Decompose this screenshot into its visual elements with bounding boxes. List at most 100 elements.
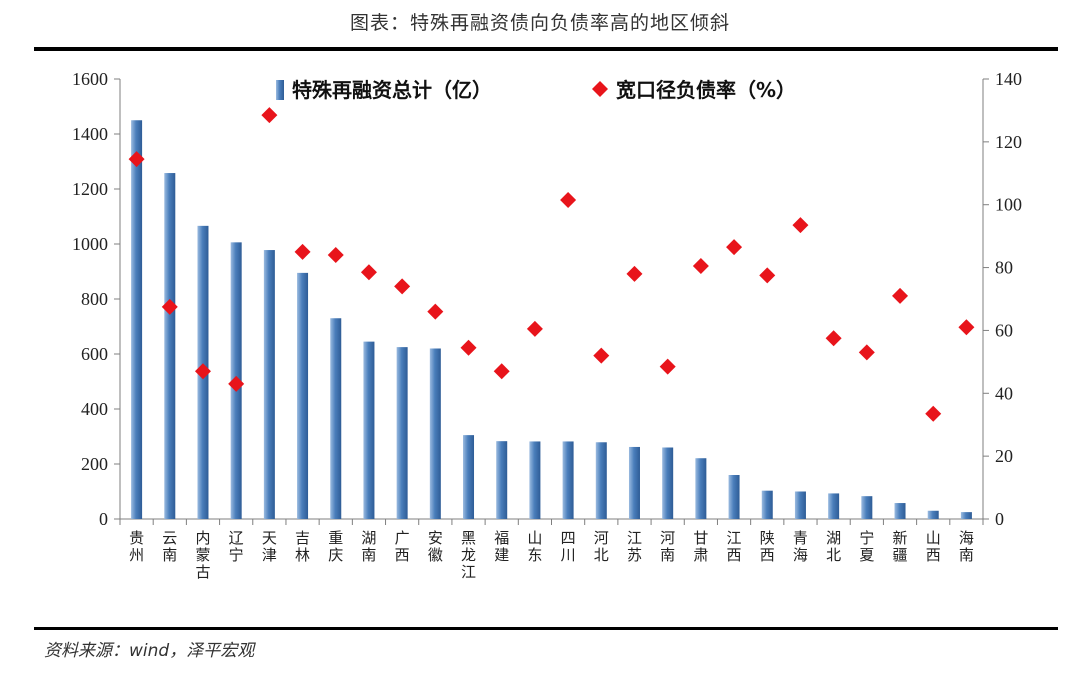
x-tick-label: 湖南 [361,529,376,564]
right-tick-label: 80 [995,258,1013,278]
point-四川 [560,192,577,208]
x-tick-label: 海南 [959,529,974,564]
bar-福建 [496,441,508,519]
figure-title: 图表：特殊再融资债向负债率高的地区倾斜 [349,12,730,34]
point-河北 [593,347,610,364]
point-江苏 [626,265,643,282]
source-note: 资料来源：wind，泽平宏观 [44,641,255,661]
top-rule [34,47,1058,51]
x-tick-label: 天津 [262,529,277,564]
point-广西 [394,278,411,295]
bar-安徽 [429,348,441,519]
bar-云南 [164,173,176,520]
x-tick-label: 河北 [594,529,609,564]
x-tick-label: 山东 [527,529,542,564]
x-tick-label: 甘肃 [693,529,708,564]
bar-陕西 [761,490,773,519]
x-tick-label: 河南 [660,529,675,564]
x-tick-label: 安徽 [428,529,443,564]
bottom-rule [34,627,1058,630]
point-天津 [261,107,278,124]
x-tick-label: 青海 [793,529,808,564]
x-tick-label: 陕西 [760,529,775,564]
x-tick-label: 广西 [395,529,410,564]
x-tick-label: 四川 [561,529,576,564]
point-安徽 [427,303,444,320]
right-tick-label: 20 [995,446,1013,466]
left-tick-label: 1400 [72,124,108,144]
point-河南 [659,358,676,375]
point-黑龙江 [460,339,477,356]
point-山东 [526,320,543,337]
bar-江西 [728,475,740,519]
point-海南 [958,319,975,336]
point-重庆 [327,247,344,263]
point-陕西 [759,267,776,284]
x-tick-label: 江西 [727,529,742,564]
left-tick-label: 0 [99,509,108,529]
bar-青海 [794,491,806,519]
legend-bar-label: 特殊再融资总计（亿） [292,78,492,102]
left-tick-label: 200 [81,454,108,474]
left-tick-label: 800 [81,289,108,309]
point-宁夏 [858,344,875,361]
left-tick-label: 600 [81,344,108,364]
legend-marker-label: 宽口径负债率（%） [616,78,796,102]
bar-湖北 [828,493,840,519]
x-tick-label: 新疆 [893,529,908,564]
left-tick-label: 1200 [72,179,108,199]
left-tick-label: 1000 [72,234,108,254]
right-tick-label: 140 [995,69,1022,89]
bar-新疆 [894,503,906,519]
x-tick-label: 黑龙江 [461,529,476,581]
x-tick-label: 贵州 [129,529,144,564]
bar-江苏 [628,446,640,519]
point-山西 [925,405,942,422]
x-tick-label: 江苏 [627,529,642,564]
legend-marker-swatch [592,81,608,97]
point-新疆 [892,287,909,304]
bar-甘肃 [695,458,707,519]
point-甘肃 [692,258,709,274]
right-tick-label: 60 [995,320,1013,340]
marker-series [128,107,975,422]
legend: 特殊再融资总计（亿） 宽口径负债率（%） [276,78,796,102]
point-福建 [493,363,510,380]
x-tick-label: 宁夏 [859,529,874,564]
point-吉林 [294,243,311,260]
bar-吉林 [297,272,309,519]
x-tick-label: 福建 [494,529,509,564]
point-云南 [161,298,178,315]
point-辽宁 [228,375,245,392]
bar-重庆 [330,318,342,519]
point-青海 [792,217,809,234]
x-tick-label: 内蒙古 [195,529,210,581]
x-tick-label: 吉林 [295,529,310,564]
x-tick-label: 湖北 [826,529,841,564]
x-tick-label: 云南 [162,529,177,564]
right-tick-label: 40 [995,383,1013,403]
x-tick-label: 山西 [926,529,941,564]
point-贵州 [128,151,145,168]
x-tick-label: 辽宁 [229,529,244,564]
bar-四川 [562,441,574,519]
point-内蒙古 [194,363,211,380]
bar-湖南 [363,341,375,519]
bar-河南 [662,447,674,519]
point-江西 [726,239,743,256]
left-tick-label: 1600 [72,69,108,89]
axes: 0 200 400 600 800 1000 1200 1400 1600 0 20 40 60 80 10… [72,69,1022,581]
point-湖北 [825,330,842,347]
bar-天津 [263,250,275,520]
point-湖南 [360,264,377,281]
legend-bar-swatch [276,80,284,100]
x-tick-label: 重庆 [328,529,343,564]
bar-广西 [396,347,408,519]
bar-黑龙江 [463,435,475,519]
bar-海南 [960,512,972,519]
left-tick-label: 400 [81,399,108,419]
bar-山西 [927,510,939,519]
right-tick-label: 0 [995,509,1004,529]
bar-贵州 [131,120,143,519]
